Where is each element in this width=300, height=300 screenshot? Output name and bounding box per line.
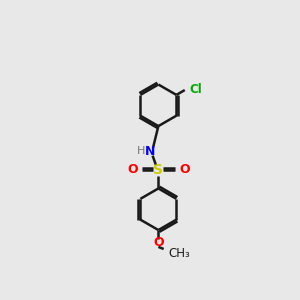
Text: Cl: Cl: [190, 82, 202, 96]
Text: N: N: [145, 145, 155, 158]
Text: O: O: [127, 164, 138, 176]
Text: O: O: [179, 164, 190, 176]
Text: H: H: [137, 146, 146, 156]
Text: S: S: [153, 163, 164, 177]
Text: O: O: [153, 236, 164, 249]
Text: CH₃: CH₃: [168, 247, 190, 260]
